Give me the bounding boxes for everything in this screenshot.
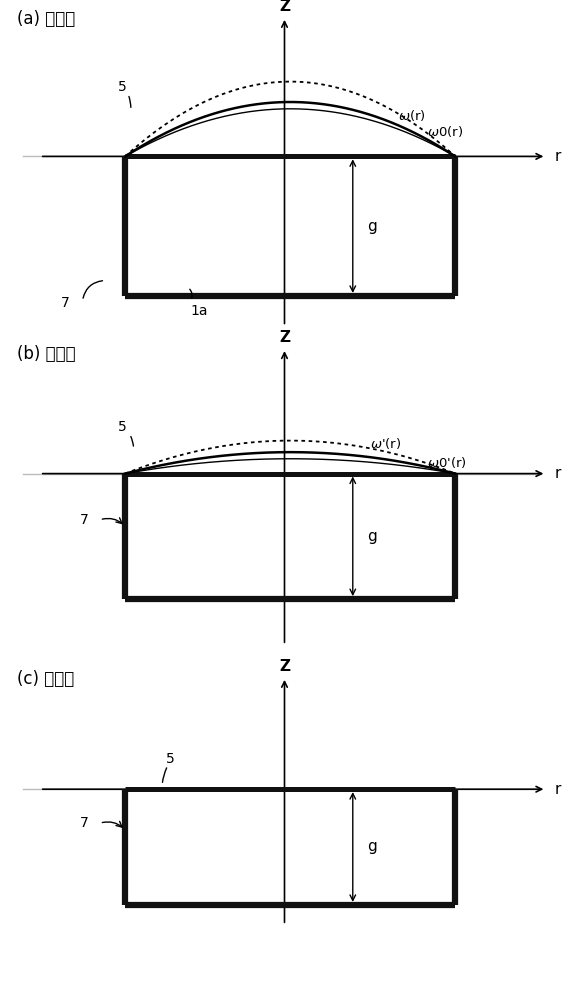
Text: 7: 7 xyxy=(80,513,88,527)
Text: Z: Z xyxy=(279,0,290,14)
Text: 1a: 1a xyxy=(191,304,208,318)
Text: $\omega$0'(r): $\omega$0'(r) xyxy=(427,455,467,470)
Text: g: g xyxy=(367,840,377,854)
Text: r: r xyxy=(555,782,561,797)
Text: g: g xyxy=(367,529,377,544)
Text: Z: Z xyxy=(279,659,290,674)
Text: (a) 补偿前: (a) 补偿前 xyxy=(17,10,75,28)
Text: 5: 5 xyxy=(118,80,127,94)
Text: g: g xyxy=(367,219,377,234)
Text: 7: 7 xyxy=(80,816,88,830)
Text: $\omega$0(r): $\omega$0(r) xyxy=(427,124,463,139)
Text: r: r xyxy=(555,149,561,164)
Text: Z: Z xyxy=(279,330,290,345)
Text: $\omega$(r): $\omega$(r) xyxy=(398,108,426,123)
Text: 5: 5 xyxy=(118,420,127,434)
Text: 5: 5 xyxy=(166,752,175,766)
Text: $\omega$'(r): $\omega$'(r) xyxy=(370,436,401,451)
Text: r: r xyxy=(555,466,561,481)
Text: 7: 7 xyxy=(61,296,70,310)
Text: (c) 比较例: (c) 比较例 xyxy=(17,670,75,688)
Text: (b) 补偿后: (b) 补偿后 xyxy=(17,345,76,363)
